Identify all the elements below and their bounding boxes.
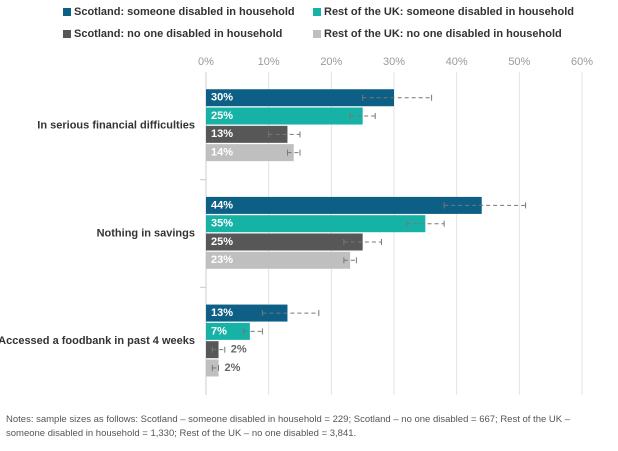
legend-swatch (313, 30, 321, 38)
notes: Notes: sample sizes as follows: Scotland… (6, 414, 571, 439)
legend-swatch (63, 8, 71, 16)
bar (206, 196, 482, 214)
value-label: 30% (211, 92, 233, 104)
value-label: 14% (211, 147, 233, 159)
legend-label: Scotland: someone disabled in household (74, 6, 295, 18)
value-label: 2% (225, 362, 241, 374)
x-tick-label: 10% (258, 56, 280, 68)
bar (206, 322, 250, 340)
legend-swatch (63, 30, 71, 38)
legend-swatch (313, 8, 321, 16)
x-tick-label: 50% (508, 56, 530, 68)
category-label: Accessed a foodbank in past 4 weeks (0, 335, 195, 347)
bar (206, 144, 294, 162)
value-label: 23% (211, 254, 233, 266)
legend-label: Rest of the UK: no one disabled in house… (324, 28, 562, 40)
x-tick-label: 40% (446, 56, 468, 68)
value-label: 2% (231, 344, 247, 356)
value-label: 25% (211, 236, 233, 248)
x-tick-label: 20% (320, 56, 342, 68)
category-label: In serious financial difficulties (37, 120, 195, 132)
x-tick-label: 60% (571, 56, 593, 68)
category-label: Nothing in savings (97, 227, 195, 239)
bar (206, 304, 288, 322)
bar (206, 89, 394, 107)
value-label: 13% (211, 307, 233, 319)
bar (206, 251, 351, 269)
bar (206, 107, 363, 125)
bar (206, 125, 288, 143)
bar (206, 215, 426, 233)
bar (206, 233, 363, 251)
x-tick-label: 30% (383, 56, 405, 68)
chart: Scotland: someone disabled in household R… (0, 6, 593, 395)
legend-label: Scotland: no one disabled in household (74, 28, 282, 40)
value-label: 25% (211, 110, 233, 122)
value-label: 7% (211, 325, 227, 337)
x-tick-label: 0% (198, 56, 214, 68)
value-label: 35% (211, 218, 233, 230)
value-label: 44% (211, 199, 233, 211)
legend-label: Rest of the UK: someone disabled in hous… (324, 6, 574, 18)
value-label: 13% (211, 128, 233, 140)
